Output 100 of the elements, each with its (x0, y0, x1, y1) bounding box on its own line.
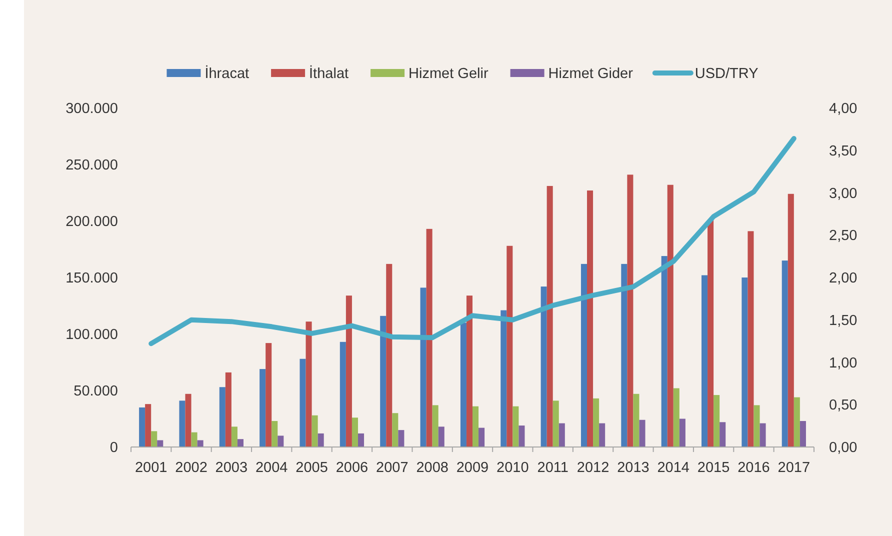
bar (714, 395, 720, 447)
bar (145, 404, 152, 447)
bar (346, 296, 352, 447)
bar (708, 220, 714, 447)
bar (639, 420, 646, 447)
x-tick-label: 2009 (456, 460, 489, 476)
y2-tick-label: 1,00 (829, 355, 858, 372)
x-tick-label: 2007 (376, 460, 408, 476)
bar (788, 194, 794, 447)
legend-label: Hizmet Gider (548, 66, 634, 82)
bar (197, 440, 204, 447)
bar (506, 246, 513, 447)
x-tick-label: 2015 (697, 460, 730, 476)
bar (599, 423, 606, 447)
bar (157, 440, 164, 447)
bar (219, 387, 226, 447)
bar (760, 423, 766, 447)
bar (352, 418, 358, 447)
y-tick-label: 0 (110, 440, 118, 456)
bar (546, 186, 553, 447)
bar (627, 174, 634, 447)
bar (782, 260, 788, 447)
y2-tick-label: 3,00 (829, 186, 858, 202)
bar (800, 421, 806, 447)
bar (580, 264, 587, 447)
bar (225, 372, 232, 447)
x-tick-label: 2014 (657, 460, 690, 476)
bar (191, 432, 198, 447)
x-tick-label: 2004 (255, 460, 288, 476)
y-tick-label: 300.000 (66, 101, 118, 118)
bar (358, 433, 364, 447)
y-tick-label: 150.000 (66, 270, 118, 287)
x-tick-label: 2006 (336, 460, 368, 476)
bar (185, 394, 192, 447)
bar (754, 405, 760, 447)
bar (500, 310, 507, 447)
y-tick-label: 100.000 (66, 327, 118, 344)
y2-tick-label: 4,00 (829, 101, 858, 118)
bar (593, 398, 600, 447)
bar (794, 397, 800, 447)
bar (392, 413, 398, 447)
y2-tick-label: 2,00 (829, 270, 858, 287)
bar (237, 439, 244, 447)
bar (300, 358, 306, 447)
x-tick-label: 2003 (215, 460, 248, 476)
bar (380, 316, 386, 447)
bar (679, 418, 686, 447)
x-tick-label: 2017 (778, 460, 810, 476)
bar (260, 369, 266, 447)
bar (720, 422, 726, 447)
legend-label: İthalat (309, 65, 349, 82)
bar (633, 394, 640, 447)
y-tick-label: 50.000 (74, 384, 118, 400)
bar (386, 264, 392, 447)
x-tick-label: 2002 (175, 460, 208, 476)
bar (139, 407, 146, 447)
bar (673, 388, 680, 447)
y2-tick-label: 1,50 (829, 312, 858, 329)
bar (398, 430, 404, 447)
x-tick-label: 2013 (617, 460, 650, 476)
y2-tick-label: 3,50 (829, 143, 858, 160)
bar (661, 256, 668, 447)
x-tick-label: 2010 (496, 460, 529, 476)
bar (540, 286, 547, 447)
x-tick-label: 2005 (296, 460, 328, 476)
bar (552, 400, 559, 447)
legend-label: Hizmet Gelir (408, 66, 488, 82)
bar (518, 426, 525, 447)
bar (748, 231, 754, 447)
bar (426, 228, 432, 447)
y2-tick-label: 2,50 (829, 228, 858, 244)
legend-label: İhracat (204, 65, 250, 82)
bar (231, 426, 238, 447)
bar (512, 406, 519, 447)
bar (151, 431, 158, 447)
bar (312, 415, 318, 447)
y-tick-label: 200.000 (66, 214, 118, 230)
bar (432, 405, 438, 447)
bar (278, 436, 284, 447)
bar (266, 343, 272, 447)
bar (466, 296, 472, 447)
y2-tick-label: 0,00 (829, 440, 858, 456)
bar (621, 264, 628, 447)
bar (438, 426, 444, 447)
y-tick-label: 250.000 (66, 158, 118, 174)
y2-tick-label: 0,50 (829, 398, 858, 414)
x-tick-label: 2008 (416, 460, 448, 476)
bar (667, 184, 674, 447)
bar (420, 288, 426, 447)
x-tick-label: 2016 (738, 460, 770, 476)
legend-label: USD/TRY (694, 66, 759, 82)
bar (318, 433, 324, 447)
bar (587, 190, 594, 447)
x-tick-label: 2011 (537, 460, 568, 476)
bar (472, 406, 479, 447)
bar (558, 423, 565, 447)
bar (306, 322, 312, 447)
x-tick-label: 2012 (576, 460, 610, 476)
bar (702, 275, 708, 447)
bar (478, 428, 485, 447)
